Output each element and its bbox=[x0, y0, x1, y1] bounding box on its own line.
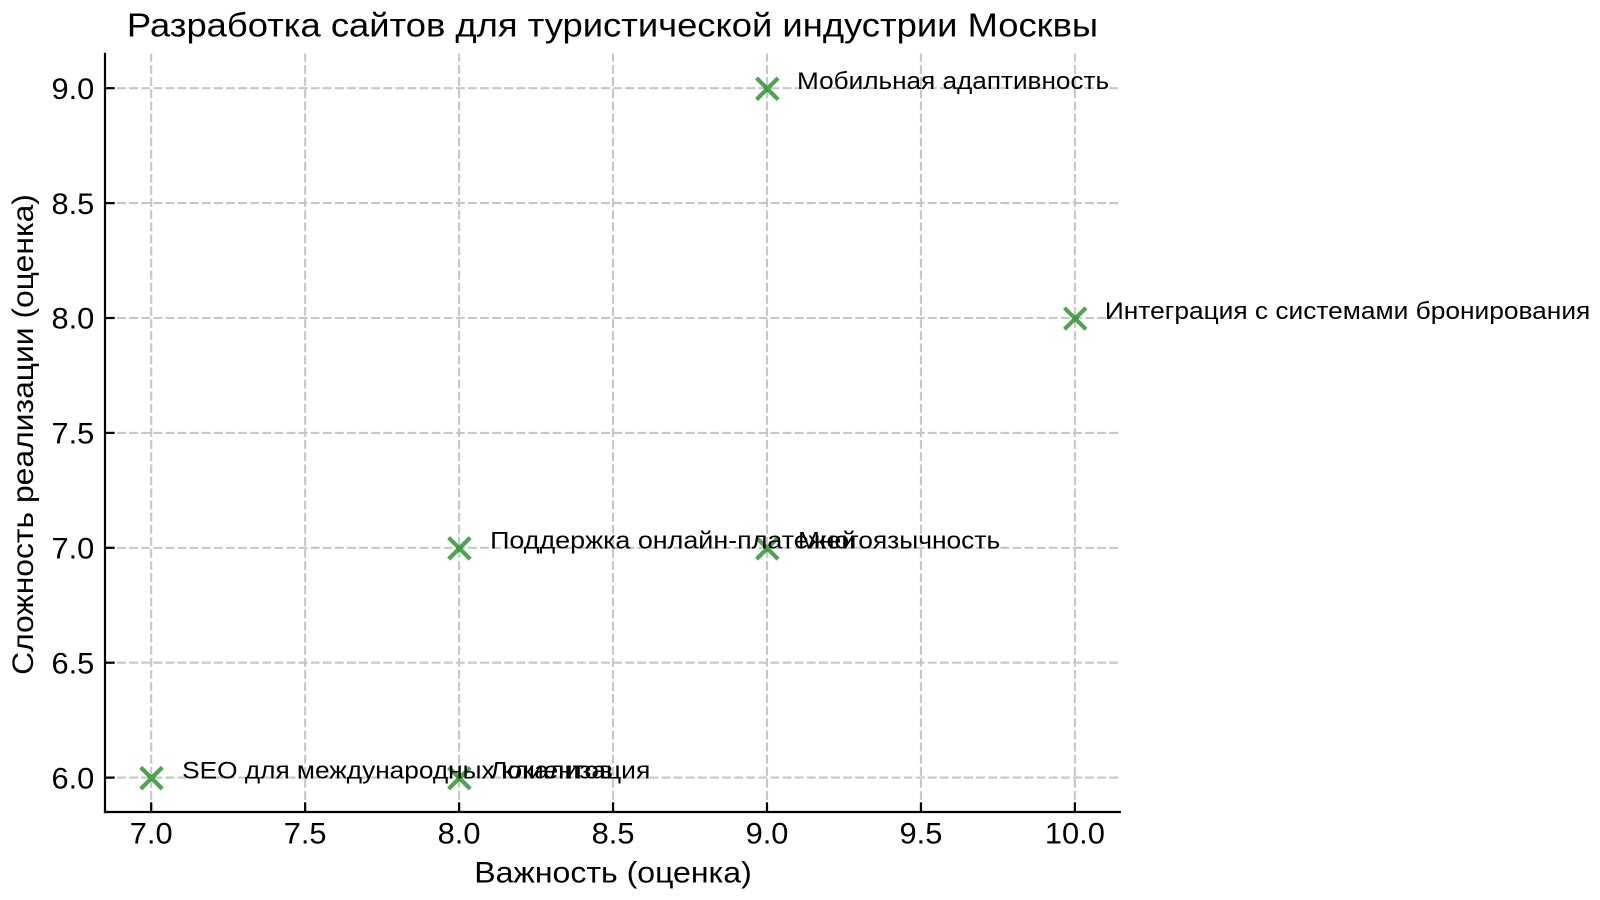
svg-text:6.0: 6.0 bbox=[52, 762, 95, 795]
svg-text:Локализация: Локализация bbox=[490, 758, 650, 785]
svg-text:8.0: 8.0 bbox=[52, 303, 95, 336]
svg-text:Разработка сайтов для туристич: Разработка сайтов для туристической инду… bbox=[127, 8, 1098, 45]
svg-text:7.0: 7.0 bbox=[130, 817, 173, 850]
svg-text:9.0: 9.0 bbox=[746, 817, 789, 850]
svg-text:Сложность реализации (оценка): Сложность реализации (оценка) bbox=[7, 194, 40, 675]
svg-text:9.0: 9.0 bbox=[52, 73, 95, 106]
svg-text:Важность (оценка): Важность (оценка) bbox=[474, 857, 752, 890]
svg-text:8.5: 8.5 bbox=[592, 817, 635, 850]
svg-text:Мобильная адаптивность: Мобильная адаптивность bbox=[797, 68, 1109, 95]
svg-text:7.5: 7.5 bbox=[284, 817, 327, 850]
svg-text:7.5: 7.5 bbox=[52, 418, 95, 451]
svg-text:SEO для международных клиентов: SEO для международных клиентов bbox=[182, 758, 613, 785]
svg-text:6.5: 6.5 bbox=[52, 647, 95, 680]
svg-text:10.0: 10.0 bbox=[1045, 817, 1105, 850]
svg-text:Интеграция с системами брониро: Интеграция с системами бронирования bbox=[1105, 298, 1590, 325]
svg-text:8.5: 8.5 bbox=[52, 188, 95, 221]
svg-text:8.0: 8.0 bbox=[438, 817, 481, 850]
svg-text:9.5: 9.5 bbox=[900, 817, 943, 850]
svg-text:Многоязычность: Многоязычность bbox=[798, 528, 1000, 555]
svg-text:Поддержка онлайн-платежей: Поддержка онлайн-платежей bbox=[490, 528, 856, 555]
svg-text:7.0: 7.0 bbox=[52, 533, 95, 566]
